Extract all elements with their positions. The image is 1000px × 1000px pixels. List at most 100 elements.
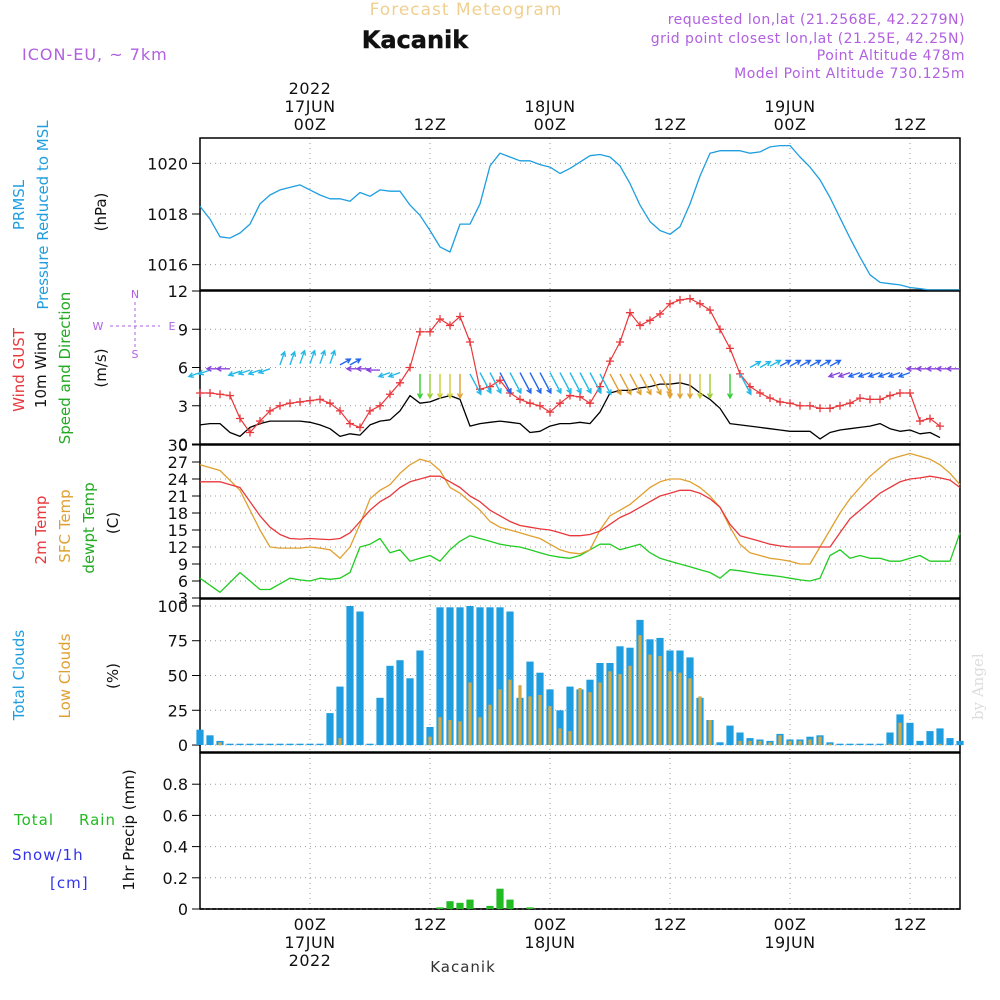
compass-n: N	[131, 288, 139, 301]
temperature-ytick-label: 18	[168, 504, 188, 523]
wind-gust-marker	[346, 419, 354, 428]
wind-gust-marker	[786, 399, 794, 408]
temperature-ytick-label: 30	[168, 436, 188, 455]
wind-direction-arrow	[339, 358, 352, 366]
precip-panel: 0 0.2 0.4 0.6 0.8	[163, 752, 961, 919]
precip-ytick-label: 0.6	[163, 806, 188, 825]
wind-gust-marker	[536, 401, 544, 410]
wind-gust-marker	[286, 399, 294, 408]
total-cloud-bar	[716, 742, 724, 746]
wind-direction-arrow	[247, 369, 261, 376]
low-cloud-bar	[578, 688, 582, 745]
wind-ytick-label: 3	[178, 397, 188, 416]
time-label-bottom: 12Z	[414, 915, 447, 934]
wind-direction-arrow	[829, 359, 842, 367]
low-cloud-bar	[688, 678, 692, 746]
wind-direction-arrow	[499, 372, 512, 395]
low-cloud-bar	[648, 654, 652, 745]
wind-gust-marker	[816, 404, 824, 413]
wind-gust-marker	[866, 395, 874, 404]
wind-gust-marker	[926, 414, 934, 423]
total-cloud-bar	[366, 743, 374, 746]
wind-gust-marker	[276, 401, 284, 410]
pressure-line	[199, 144, 960, 291]
total-cloud-bar	[446, 607, 454, 745]
wind-direction-arrow	[289, 350, 297, 366]
time-label-top: 00Z	[774, 115, 807, 134]
low-cloud-bar	[658, 656, 662, 745]
low-cloud-bar	[488, 704, 492, 745]
total-cloud-bar	[456, 607, 464, 745]
pressure-ytick-label: 1018	[147, 205, 188, 224]
wind-direction-arrow	[469, 373, 482, 396]
wind-direction-arrow	[215, 365, 230, 372]
precip-ytick-label: 0.2	[163, 869, 188, 888]
low-cloud-bar	[628, 665, 632, 746]
total-cloud-bar	[396, 660, 404, 745]
rain-bar	[456, 902, 464, 909]
time-label-bottom: 00Z	[534, 915, 567, 934]
temperature-ytick-label: 12	[168, 538, 188, 557]
clouds-panel: 0 25 50 75 100	[157, 597, 964, 755]
time-label-top: 00Z	[294, 115, 327, 134]
time-label-bottom: 00Z	[294, 915, 327, 934]
wind-direction-arrow	[706, 373, 714, 400]
total-cloud-bar	[566, 686, 574, 745]
low-cloud-bar	[468, 682, 472, 746]
wind-gust-marker	[426, 327, 434, 336]
total-cloud-bar	[876, 743, 884, 746]
low-cloud-bar	[438, 717, 442, 745]
wind-gust-marker	[776, 397, 784, 406]
total-cloud-bar	[256, 743, 264, 746]
chart-title: Forecast Meteogram	[370, 0, 563, 20]
wind-gust-marker	[416, 327, 424, 336]
temp-label-dewpt: dewpt Temp	[80, 482, 98, 573]
wind-direction-arrow	[426, 373, 434, 400]
wind-direction-arrow	[686, 373, 694, 400]
time-label-top: 00Z	[534, 115, 567, 134]
total-cloud-bar	[496, 607, 504, 745]
wind-gust-marker	[296, 397, 304, 406]
time-label-bottom: 12Z	[894, 915, 927, 934]
wind-gust-marker	[896, 389, 904, 397]
wind-gust-marker	[696, 299, 704, 308]
total-cloud-bar	[886, 732, 894, 745]
temp-label-2m: 2m Temp	[32, 496, 50, 565]
wind-direction-arrow	[227, 370, 241, 377]
low-cloud-bar	[618, 674, 622, 745]
low-cloud-bar	[778, 735, 782, 745]
wind-gust-marker	[806, 401, 814, 410]
wind-gust-marker	[616, 338, 624, 346]
precip-ytick-label: 0.8	[163, 775, 188, 794]
wind-gust-marker	[736, 369, 744, 378]
total-cloud-bar	[436, 607, 444, 745]
wind-gust-marker	[386, 390, 394, 399]
wind-direction-arrow	[837, 371, 851, 378]
wind-gust-marker	[636, 321, 644, 330]
time-label-bottom: 12Z	[654, 915, 687, 934]
low-cloud-bar	[498, 689, 502, 745]
low-cloud-bar	[528, 696, 532, 746]
wind-direction-arrow	[945, 365, 960, 372]
time-label-top: 12Z	[414, 115, 447, 134]
wind-panel: 0 3 6 9 12	[168, 282, 961, 454]
wind-direction-arrow	[589, 372, 602, 395]
low-cloud-bar	[338, 738, 342, 746]
wind-direction-arrow	[329, 349, 337, 364]
wind-gust-marker	[576, 392, 584, 401]
wind-direction-arrow	[639, 373, 652, 396]
low-cloud-bar	[598, 682, 602, 746]
wind-direction-arrow	[666, 373, 674, 400]
low-cloud-bar	[548, 706, 552, 745]
time-label-top: 19JUN	[764, 97, 815, 116]
wind-direction-arrow	[349, 358, 362, 366]
low-cloud-bar	[518, 685, 522, 745]
total-cloud-bar	[736, 732, 744, 745]
wind-direction-arrow	[519, 372, 532, 395]
total-cloud-bar	[356, 611, 364, 745]
wind-ytick-label: 0	[178, 435, 188, 454]
sfc-temp-line	[199, 452, 961, 565]
watermark: by Angel	[969, 653, 987, 720]
wind-direction-arrow	[187, 371, 201, 378]
